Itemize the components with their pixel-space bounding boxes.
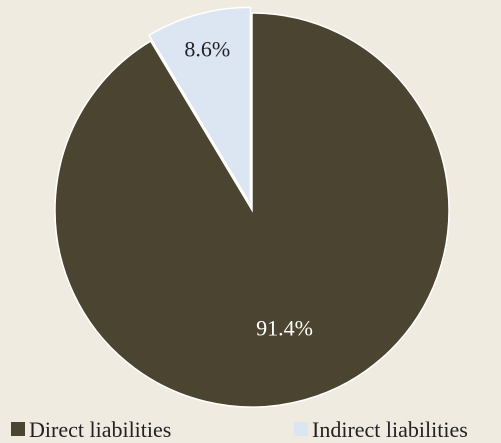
pie-slice-direct-liabilities [54,12,450,408]
legend-swatch-direct-liabilities [11,422,25,436]
data-label-direct-liabilities: 91.4% [256,316,313,341]
pie-slice-indirect-liabilities [148,6,252,207]
pie-data-labels: 91.4% 8.6% [184,37,313,341]
legend: Direct liabilities Indirect liabilities [11,417,468,442]
legend-label-indirect-liabilities: Indirect liabilities [312,417,468,442]
legend-swatch-indirect-liabilities [294,422,308,436]
legend-label-direct-liabilities: Direct liabilities [29,417,171,442]
pie-slices [54,6,450,408]
data-label-indirect-liabilities: 8.6% [184,37,230,62]
